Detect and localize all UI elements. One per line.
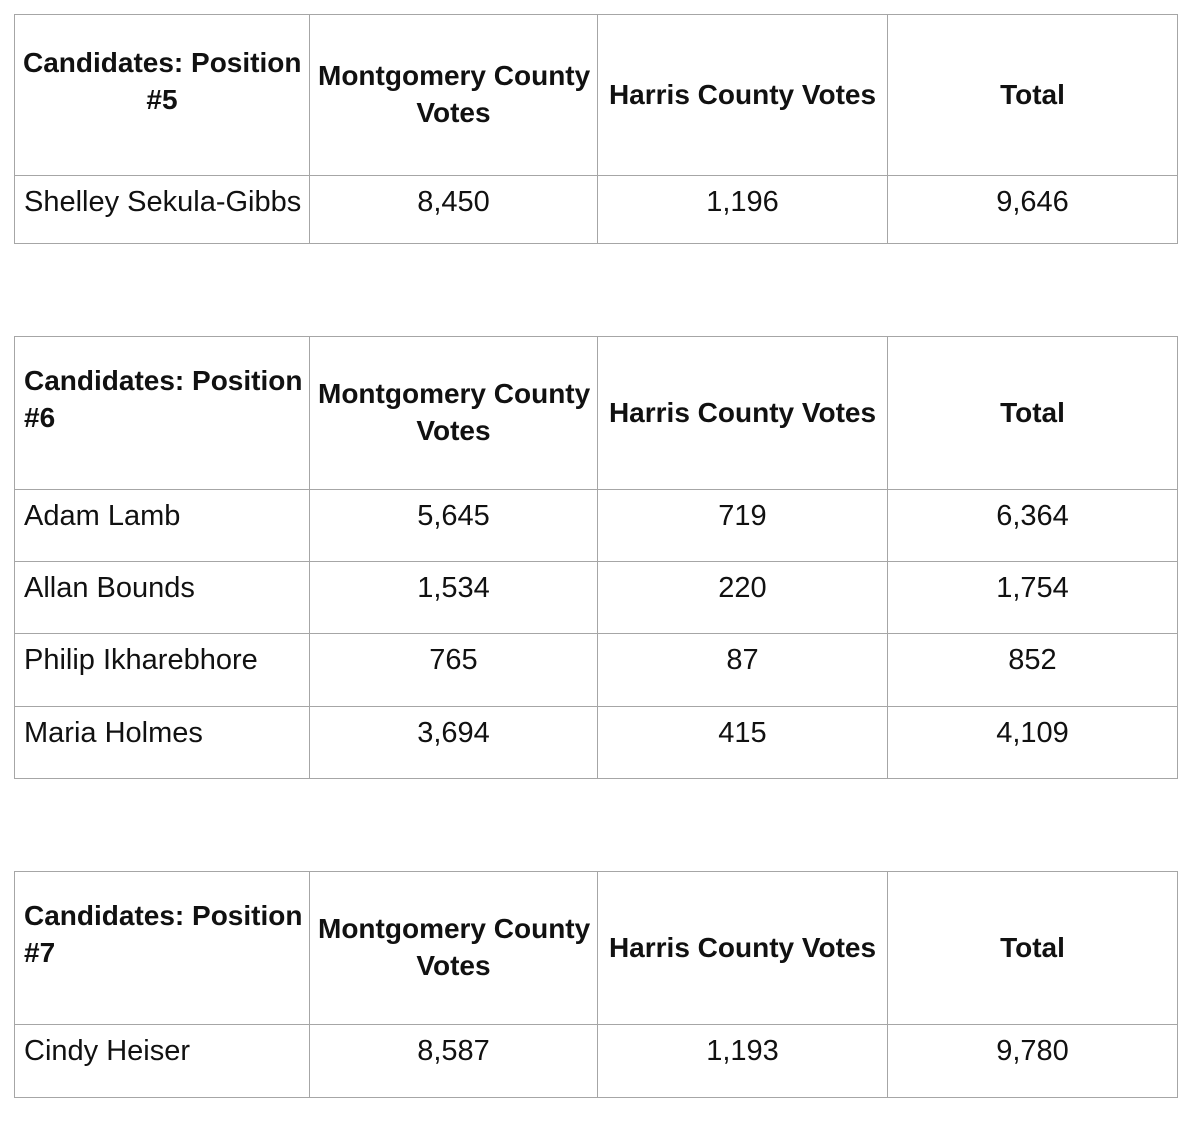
column-header-line: Votes (416, 415, 491, 446)
header-row: Candidates: Position #7 Montgomery Count… (14, 871, 1178, 1025)
votes-montgomery: 3,694 (309, 706, 598, 779)
table-title-position-6: Candidates: Position #6 (14, 336, 310, 490)
results-table-position-5: Candidates: Position #5 Montgomery Count… (14, 14, 1178, 244)
votes-total: 9,780 (887, 1024, 1178, 1098)
votes-total: 852 (887, 633, 1178, 707)
column-header-line: Total (1000, 78, 1065, 110)
votes-harris: 415 (597, 706, 888, 779)
column-header-line: Total (1000, 931, 1065, 963)
column-header-montgomery: Montgomery County Votes (309, 336, 598, 490)
header-row: Candidates: Position #6 Montgomery Count… (14, 336, 1178, 490)
votes-total: 4,109 (887, 706, 1178, 779)
candidate-name: Adam Lamb (14, 489, 310, 562)
column-header-montgomery: Montgomery County Votes (309, 14, 598, 176)
votes-montgomery: 8,587 (309, 1024, 598, 1098)
table-title-line-2: #5 (146, 84, 178, 115)
column-header-line: Total (1000, 396, 1065, 428)
column-header-harris: Harris County Votes (597, 336, 888, 490)
votes-total: 9,646 (887, 175, 1178, 244)
column-header-harris: Harris County Votes (597, 14, 888, 176)
column-header-line: Montgomery County (318, 913, 591, 945)
column-header-line: Votes (416, 950, 491, 981)
column-header-line: Montgomery County (318, 378, 591, 410)
column-header-total: Total (887, 871, 1178, 1025)
table-row: Shelley Sekula-Gibbs 8,450 1,196 9,646 (14, 175, 1178, 244)
table-title-line-1: Candidates: Position (24, 900, 303, 932)
table-title-line-1: Candidates: Position (24, 365, 303, 397)
candidate-name: Maria Holmes (14, 706, 310, 779)
column-header-total: Total (887, 14, 1178, 176)
table-title-position-5: Candidates: Position #5 (14, 14, 310, 176)
column-header-line: Harris County Votes (608, 78, 877, 110)
votes-total: 1,754 (887, 561, 1178, 634)
votes-harris: 1,193 (597, 1024, 888, 1098)
votes-total: 6,364 (887, 489, 1178, 562)
table-title-line-2: #6 (24, 402, 56, 433)
candidate-name: Allan Bounds (14, 561, 310, 634)
table-row: Philip Ikharebhore 765 87 852 (14, 633, 1178, 707)
column-header-total: Total (887, 336, 1178, 490)
votes-montgomery: 8,450 (309, 175, 598, 244)
table-title-line-2: #7 (24, 937, 56, 968)
column-header-harris: Harris County Votes (597, 871, 888, 1025)
candidate-name: Cindy Heiser (14, 1024, 310, 1098)
votes-harris: 87 (597, 633, 888, 707)
votes-montgomery: 765 (309, 633, 598, 707)
votes-harris: 719 (597, 489, 888, 562)
results-table-position-7: Candidates: Position #7 Montgomery Count… (14, 871, 1178, 1098)
column-header-line: Montgomery County (318, 60, 591, 92)
column-header-line: Harris County Votes (608, 931, 877, 963)
candidate-name: Shelley Sekula-Gibbs (14, 175, 310, 244)
candidate-name: Philip Ikharebhore (14, 633, 310, 707)
table-row: Maria Holmes 3,694 415 4,109 (14, 706, 1178, 779)
table-row: Allan Bounds 1,534 220 1,754 (14, 561, 1178, 634)
votes-harris: 220 (597, 561, 888, 634)
votes-montgomery: 1,534 (309, 561, 598, 634)
column-header-line: Harris County Votes (608, 396, 877, 428)
table-row: Adam Lamb 5,645 719 6,364 (14, 489, 1178, 562)
results-table-position-6: Candidates: Position #6 Montgomery Count… (14, 336, 1178, 779)
column-header-montgomery: Montgomery County Votes (309, 871, 598, 1025)
votes-harris: 1,196 (597, 175, 888, 244)
votes-montgomery: 5,645 (309, 489, 598, 562)
table-row: Cindy Heiser 8,587 1,193 9,780 (14, 1024, 1178, 1098)
column-header-line: Votes (416, 97, 491, 128)
table-title-line-1: Candidates: Position (23, 47, 302, 79)
table-title-position-7: Candidates: Position #7 (14, 871, 310, 1025)
header-row: Candidates: Position #5 Montgomery Count… (14, 14, 1178, 176)
